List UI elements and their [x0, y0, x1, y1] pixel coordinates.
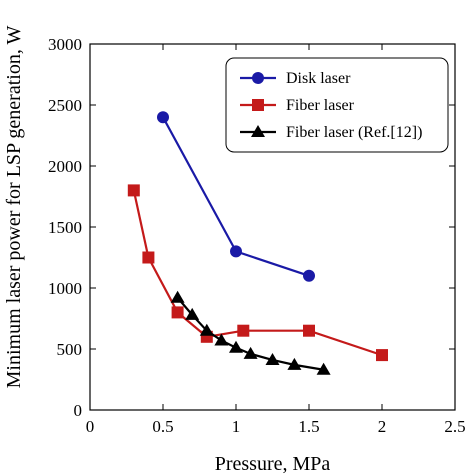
x-tick-label: 1 — [232, 417, 241, 436]
data-point — [142, 251, 155, 264]
legend-marker — [252, 99, 264, 111]
series-square — [127, 184, 388, 362]
data-point — [265, 352, 280, 365]
data-point — [230, 245, 242, 258]
legend-entry: Fiber laser — [240, 97, 355, 114]
y-tick-label: 1000 — [48, 279, 82, 298]
data-point — [170, 290, 185, 303]
x-tick-label: 0 — [86, 417, 95, 436]
legend-entry: Fiber laser (Ref.[12]) — [240, 124, 422, 141]
data-point — [376, 349, 388, 362]
series-triangle — [170, 290, 331, 375]
y-tick-label: 2000 — [48, 157, 82, 176]
series-line — [176, 297, 324, 371]
series-layer — [127, 111, 388, 375]
legend-marker — [252, 72, 264, 84]
y-tick-label: 0 — [74, 401, 83, 420]
data-point — [157, 111, 169, 124]
data-point — [214, 333, 229, 346]
data-point — [185, 307, 200, 320]
legend: Disk laser Fiber laser Fiber laser (Ref.[1… — [225, 57, 449, 153]
data-point — [287, 357, 302, 370]
legend-entry: Disk laser — [240, 70, 351, 87]
legend-box — [225, 57, 449, 153]
data-point — [229, 340, 243, 353]
data-point — [171, 306, 184, 319]
x-tick-label: 2 — [378, 417, 387, 436]
x-axis-label: Pressure, MPa — [215, 453, 331, 474]
legend-label: Fiber laser — [286, 97, 355, 114]
data-point — [237, 324, 250, 337]
series-circle — [157, 111, 315, 282]
x-tick-label: 0.5 — [152, 417, 173, 436]
data-point — [316, 362, 331, 375]
y-tick-label: 1500 — [48, 218, 82, 237]
x-tick-label: 2.5 — [444, 417, 465, 436]
data-point — [199, 323, 214, 336]
data-point — [243, 346, 258, 359]
data-point — [303, 324, 315, 337]
y-tick-label: 500 — [57, 340, 83, 359]
legend-label: Fiber laser (Ref.[12]) — [286, 124, 422, 141]
legend-label: Disk laser — [286, 70, 351, 87]
legend-marker — [251, 125, 265, 137]
y-tick-label: 3000 — [48, 35, 82, 54]
y-axis-label: Minimum laser power for LSP generation, … — [3, 26, 25, 389]
axes: 0 0.5 1 1.5 2 2.5 0 500 1000 1500 2000 2500 3000 — [48, 35, 466, 436]
x-tick-label: 1.5 — [298, 417, 319, 436]
data-point — [127, 184, 140, 197]
data-point — [303, 269, 315, 282]
series-line — [132, 190, 383, 357]
y-tick-label: 2500 — [48, 96, 82, 115]
